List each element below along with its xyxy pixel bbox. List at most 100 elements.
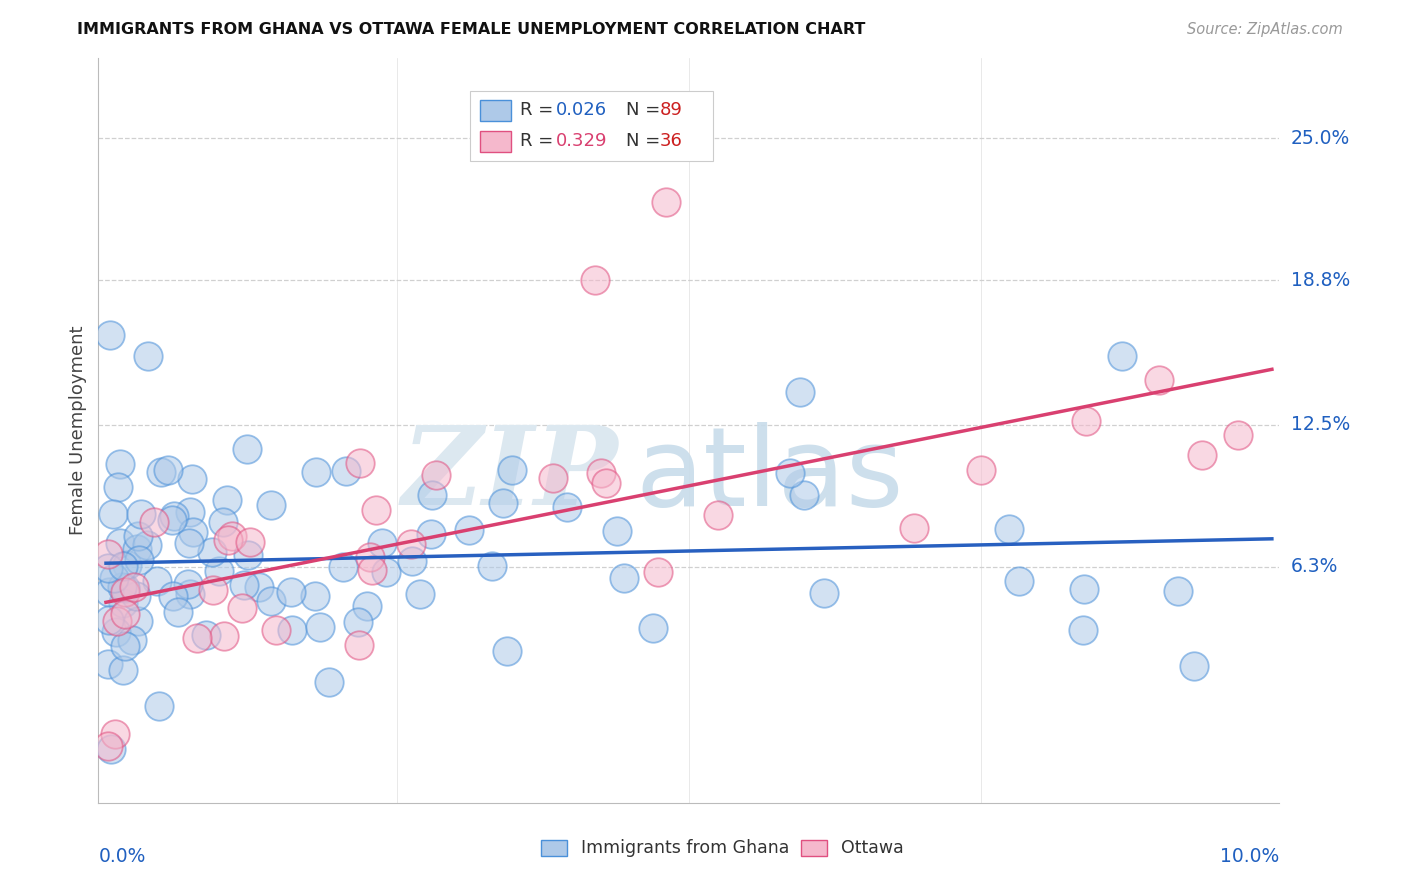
Text: R =: R = [520, 132, 560, 150]
Point [1073, 623, 1095, 637]
Point [458, 523, 481, 537]
Point [103, 571, 125, 585]
Point [101, 507, 124, 521]
Point [115, 558, 138, 573]
Point [202, 582, 225, 597]
Point [114, 639, 136, 653]
Point [150, 466, 173, 480]
FancyBboxPatch shape [801, 840, 827, 856]
Point [136, 538, 159, 552]
Point [236, 548, 259, 562]
Point [194, 628, 217, 642]
Point [491, 496, 513, 510]
Point [208, 564, 231, 578]
Point [212, 515, 235, 529]
Text: IMMIGRANTS FROM GHANA VS OTTAWA FEMALE UNEMPLOYMENT CORRELATION CHART: IMMIGRANTS FROM GHANA VS OTTAWA FEMALE U… [77, 22, 866, 37]
Point [1076, 415, 1098, 429]
Point [643, 621, 665, 635]
Point [105, 624, 128, 639]
Point [179, 587, 201, 601]
Point [97, 561, 120, 575]
Point [128, 552, 150, 566]
Point [103, 727, 125, 741]
Point [217, 533, 239, 548]
Point [114, 607, 136, 621]
Point [260, 498, 283, 512]
Point [335, 464, 357, 478]
Point [112, 663, 135, 677]
Point [181, 525, 204, 540]
Point [236, 442, 259, 457]
Point [606, 524, 628, 538]
Point [125, 542, 148, 557]
Point [318, 674, 340, 689]
Point [136, 349, 159, 363]
Point [112, 597, 135, 611]
Point [221, 529, 243, 543]
Point [1111, 349, 1133, 363]
Point [371, 536, 394, 550]
Point [401, 537, 423, 551]
Point [356, 599, 378, 614]
Point [280, 585, 302, 599]
Point [360, 563, 382, 577]
Point [167, 605, 190, 619]
Point [114, 584, 136, 599]
Point [1167, 584, 1189, 599]
Text: Immigrants from Ghana: Immigrants from Ghana [582, 839, 790, 857]
Text: 89: 89 [659, 101, 682, 120]
Point [98, 327, 121, 342]
Point [157, 463, 180, 477]
Point [108, 536, 131, 550]
Point [97, 613, 120, 627]
Point [789, 385, 811, 400]
Point [179, 536, 201, 550]
Text: 25.0%: 25.0% [1291, 128, 1350, 148]
Text: 12.5%: 12.5% [1291, 415, 1350, 434]
Point [1184, 658, 1206, 673]
FancyBboxPatch shape [471, 92, 713, 161]
Y-axis label: Female Unemployment: Female Unemployment [69, 326, 87, 535]
Point [214, 629, 236, 643]
Point [349, 456, 371, 470]
Text: 6.3%: 6.3% [1291, 558, 1339, 576]
Point [127, 614, 149, 628]
Text: N =: N = [626, 101, 666, 120]
Point [1191, 448, 1213, 462]
Point [420, 527, 443, 541]
Point [232, 577, 254, 591]
FancyBboxPatch shape [479, 131, 510, 152]
Point [129, 507, 152, 521]
Point [177, 577, 200, 591]
Point [122, 581, 145, 595]
Point [163, 508, 186, 523]
Point [179, 505, 201, 519]
Point [97, 547, 120, 561]
Point [112, 559, 135, 574]
Point [813, 586, 835, 600]
Point [583, 273, 606, 287]
Point [374, 565, 396, 579]
Point [146, 574, 169, 589]
Point [308, 620, 330, 634]
FancyBboxPatch shape [479, 101, 510, 121]
Point [1073, 582, 1095, 596]
Point [125, 589, 148, 603]
Text: 0.0%: 0.0% [98, 847, 146, 866]
Point [217, 492, 239, 507]
Point [998, 522, 1021, 536]
Point [100, 742, 122, 756]
Text: 36: 36 [659, 132, 682, 150]
Point [1147, 373, 1170, 387]
Point [239, 535, 262, 549]
Point [543, 471, 565, 485]
Point [595, 475, 617, 490]
Point [401, 554, 423, 568]
Point [501, 463, 523, 477]
Point [1008, 574, 1031, 588]
Point [201, 545, 224, 559]
Point [304, 589, 326, 603]
Point [589, 466, 612, 480]
Text: atlas: atlas [636, 422, 904, 529]
Point [903, 521, 925, 535]
